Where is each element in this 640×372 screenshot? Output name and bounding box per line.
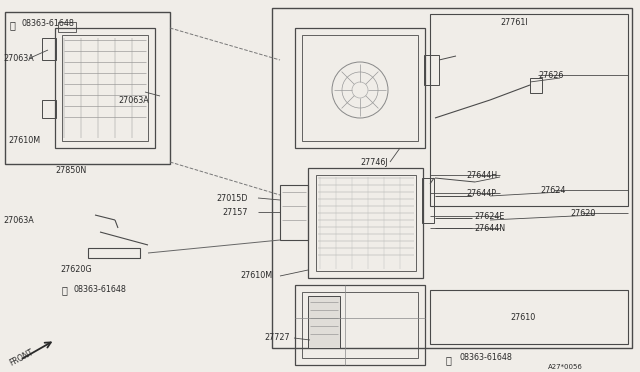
Bar (430, 14, 628, 206)
Text: 27610M: 27610M (240, 272, 272, 280)
Text: 27624E: 27624E (474, 212, 504, 221)
Bar (280, 185, 308, 240)
Bar (308, 296, 340, 348)
Text: FRONT: FRONT (8, 348, 35, 368)
Bar (424, 55, 439, 85)
Text: 27850N: 27850N (55, 166, 86, 174)
Text: 27626: 27626 (538, 71, 563, 80)
Text: 08363-61648: 08363-61648 (74, 285, 127, 295)
Text: 27063A: 27063A (118, 96, 148, 105)
Bar (295, 285, 425, 365)
Bar (55, 28, 155, 148)
Text: 27620: 27620 (570, 208, 595, 218)
Bar (42, 100, 56, 118)
Bar (272, 8, 632, 348)
Text: 27015D: 27015D (216, 193, 248, 202)
Bar (5, 12, 170, 164)
Text: 27644N: 27644N (474, 224, 505, 232)
Text: 27063A: 27063A (3, 54, 34, 62)
Text: 27761I: 27761I (500, 17, 527, 26)
Text: 27644P: 27644P (466, 189, 496, 198)
Text: 27746J: 27746J (360, 157, 388, 167)
Bar (295, 28, 425, 148)
Text: 27157: 27157 (222, 208, 248, 217)
Text: 27610: 27610 (510, 314, 535, 323)
Bar (530, 78, 542, 93)
Bar (422, 178, 434, 223)
Bar (308, 168, 423, 278)
Bar (302, 292, 418, 358)
Text: Ⓢ: Ⓢ (10, 20, 16, 30)
Text: Ⓢ: Ⓢ (446, 355, 452, 365)
Bar (88, 248, 140, 258)
Text: 27063A: 27063A (3, 215, 34, 224)
Bar (430, 290, 628, 344)
Bar (62, 35, 148, 141)
Text: 27727: 27727 (264, 334, 290, 343)
Bar (316, 175, 416, 271)
Text: 08363-61648: 08363-61648 (22, 19, 75, 28)
Bar (302, 35, 418, 141)
Bar (58, 22, 76, 32)
Text: Ⓢ: Ⓢ (62, 285, 68, 295)
Text: 27624: 27624 (540, 186, 565, 195)
Text: A27*0056: A27*0056 (548, 364, 583, 370)
Text: 27620G: 27620G (60, 266, 92, 275)
Bar (42, 38, 56, 60)
Text: 27610M: 27610M (8, 135, 40, 144)
Text: 27644H: 27644H (466, 170, 497, 180)
Text: 08363-61648: 08363-61648 (460, 353, 513, 362)
